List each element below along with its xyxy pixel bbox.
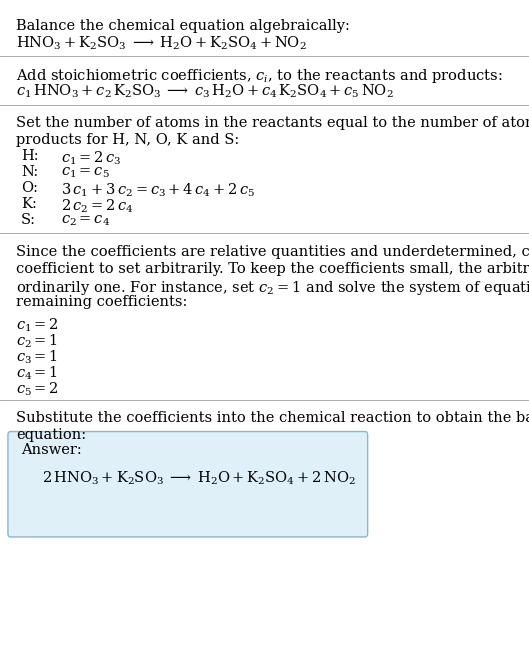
- Text: Balance the chemical equation algebraically:: Balance the chemical equation algebraica…: [16, 19, 350, 33]
- Text: $c_1 = 2$: $c_1 = 2$: [16, 316, 59, 334]
- Text: $2\,\mathrm{HNO_3} + \mathrm{K_2SO_3} \;\longrightarrow\; \mathrm{H_2O} + \mathr: $2\,\mathrm{HNO_3} + \mathrm{K_2SO_3} \;…: [42, 470, 356, 487]
- Text: remaining coefficients:: remaining coefficients:: [16, 295, 187, 309]
- Text: Substitute the coefficients into the chemical reaction to obtain the balanced: Substitute the coefficients into the che…: [16, 411, 529, 425]
- Text: $c_2 = 1$: $c_2 = 1$: [16, 332, 58, 350]
- Text: Answer:: Answer:: [21, 443, 82, 457]
- Text: S:: S:: [21, 213, 36, 227]
- Text: products for H, N, O, K and S:: products for H, N, O, K and S:: [16, 133, 239, 147]
- Text: coefficient to set arbitrarily. To keep the coefficients small, the arbitrary va: coefficient to set arbitrarily. To keep …: [16, 262, 529, 276]
- Text: $c_4 = 1$: $c_4 = 1$: [16, 364, 58, 382]
- Text: $c_1\,\mathrm{HNO_3} + c_2\,\mathrm{K_2SO_3} \;\longrightarrow\; c_3\,\mathrm{H_: $c_1\,\mathrm{HNO_3} + c_2\,\mathrm{K_2S…: [16, 83, 394, 100]
- Text: $\mathrm{HNO_3 + K_2SO_3 \;\longrightarrow\; H_2O + K_2SO_4 + NO_2}$: $\mathrm{HNO_3 + K_2SO_3 \;\longrightarr…: [16, 35, 306, 52]
- Text: $c_3 = 1$: $c_3 = 1$: [16, 348, 58, 366]
- Text: ordinarily one. For instance, set $c_2 = 1$ and solve the system of equations fo: ordinarily one. For instance, set $c_2 =…: [16, 279, 529, 297]
- FancyBboxPatch shape: [8, 432, 368, 537]
- Text: Since the coefficients are relative quantities and underdetermined, choose a: Since the coefficients are relative quan…: [16, 245, 529, 259]
- Text: K:: K:: [21, 197, 37, 211]
- Text: O:: O:: [21, 181, 38, 195]
- Text: equation:: equation:: [16, 428, 86, 442]
- Text: $c_1 = c_5$: $c_1 = c_5$: [61, 165, 110, 180]
- Text: Add stoichiometric coefficients, $c_i$, to the reactants and products:: Add stoichiometric coefficients, $c_i$, …: [16, 67, 502, 85]
- Text: $c_1 = 2\,c_3$: $c_1 = 2\,c_3$: [61, 149, 121, 167]
- Text: $c_5 = 2$: $c_5 = 2$: [16, 380, 59, 398]
- Text: $c_2 = c_4$: $c_2 = c_4$: [61, 213, 110, 228]
- Text: $2\,c_2 = 2\,c_4$: $2\,c_2 = 2\,c_4$: [61, 197, 133, 215]
- Text: $3\,c_1 + 3\,c_2 = c_3 + 4\,c_4 + 2\,c_5$: $3\,c_1 + 3\,c_2 = c_3 + 4\,c_4 + 2\,c_5…: [61, 181, 255, 199]
- Text: Set the number of atoms in the reactants equal to the number of atoms in the: Set the number of atoms in the reactants…: [16, 116, 529, 130]
- Text: N:: N:: [21, 165, 39, 179]
- Text: H:: H:: [21, 149, 39, 163]
